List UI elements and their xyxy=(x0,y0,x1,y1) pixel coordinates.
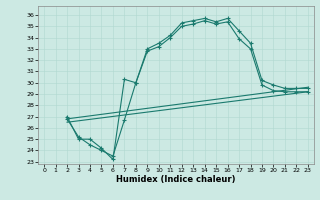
X-axis label: Humidex (Indice chaleur): Humidex (Indice chaleur) xyxy=(116,175,236,184)
